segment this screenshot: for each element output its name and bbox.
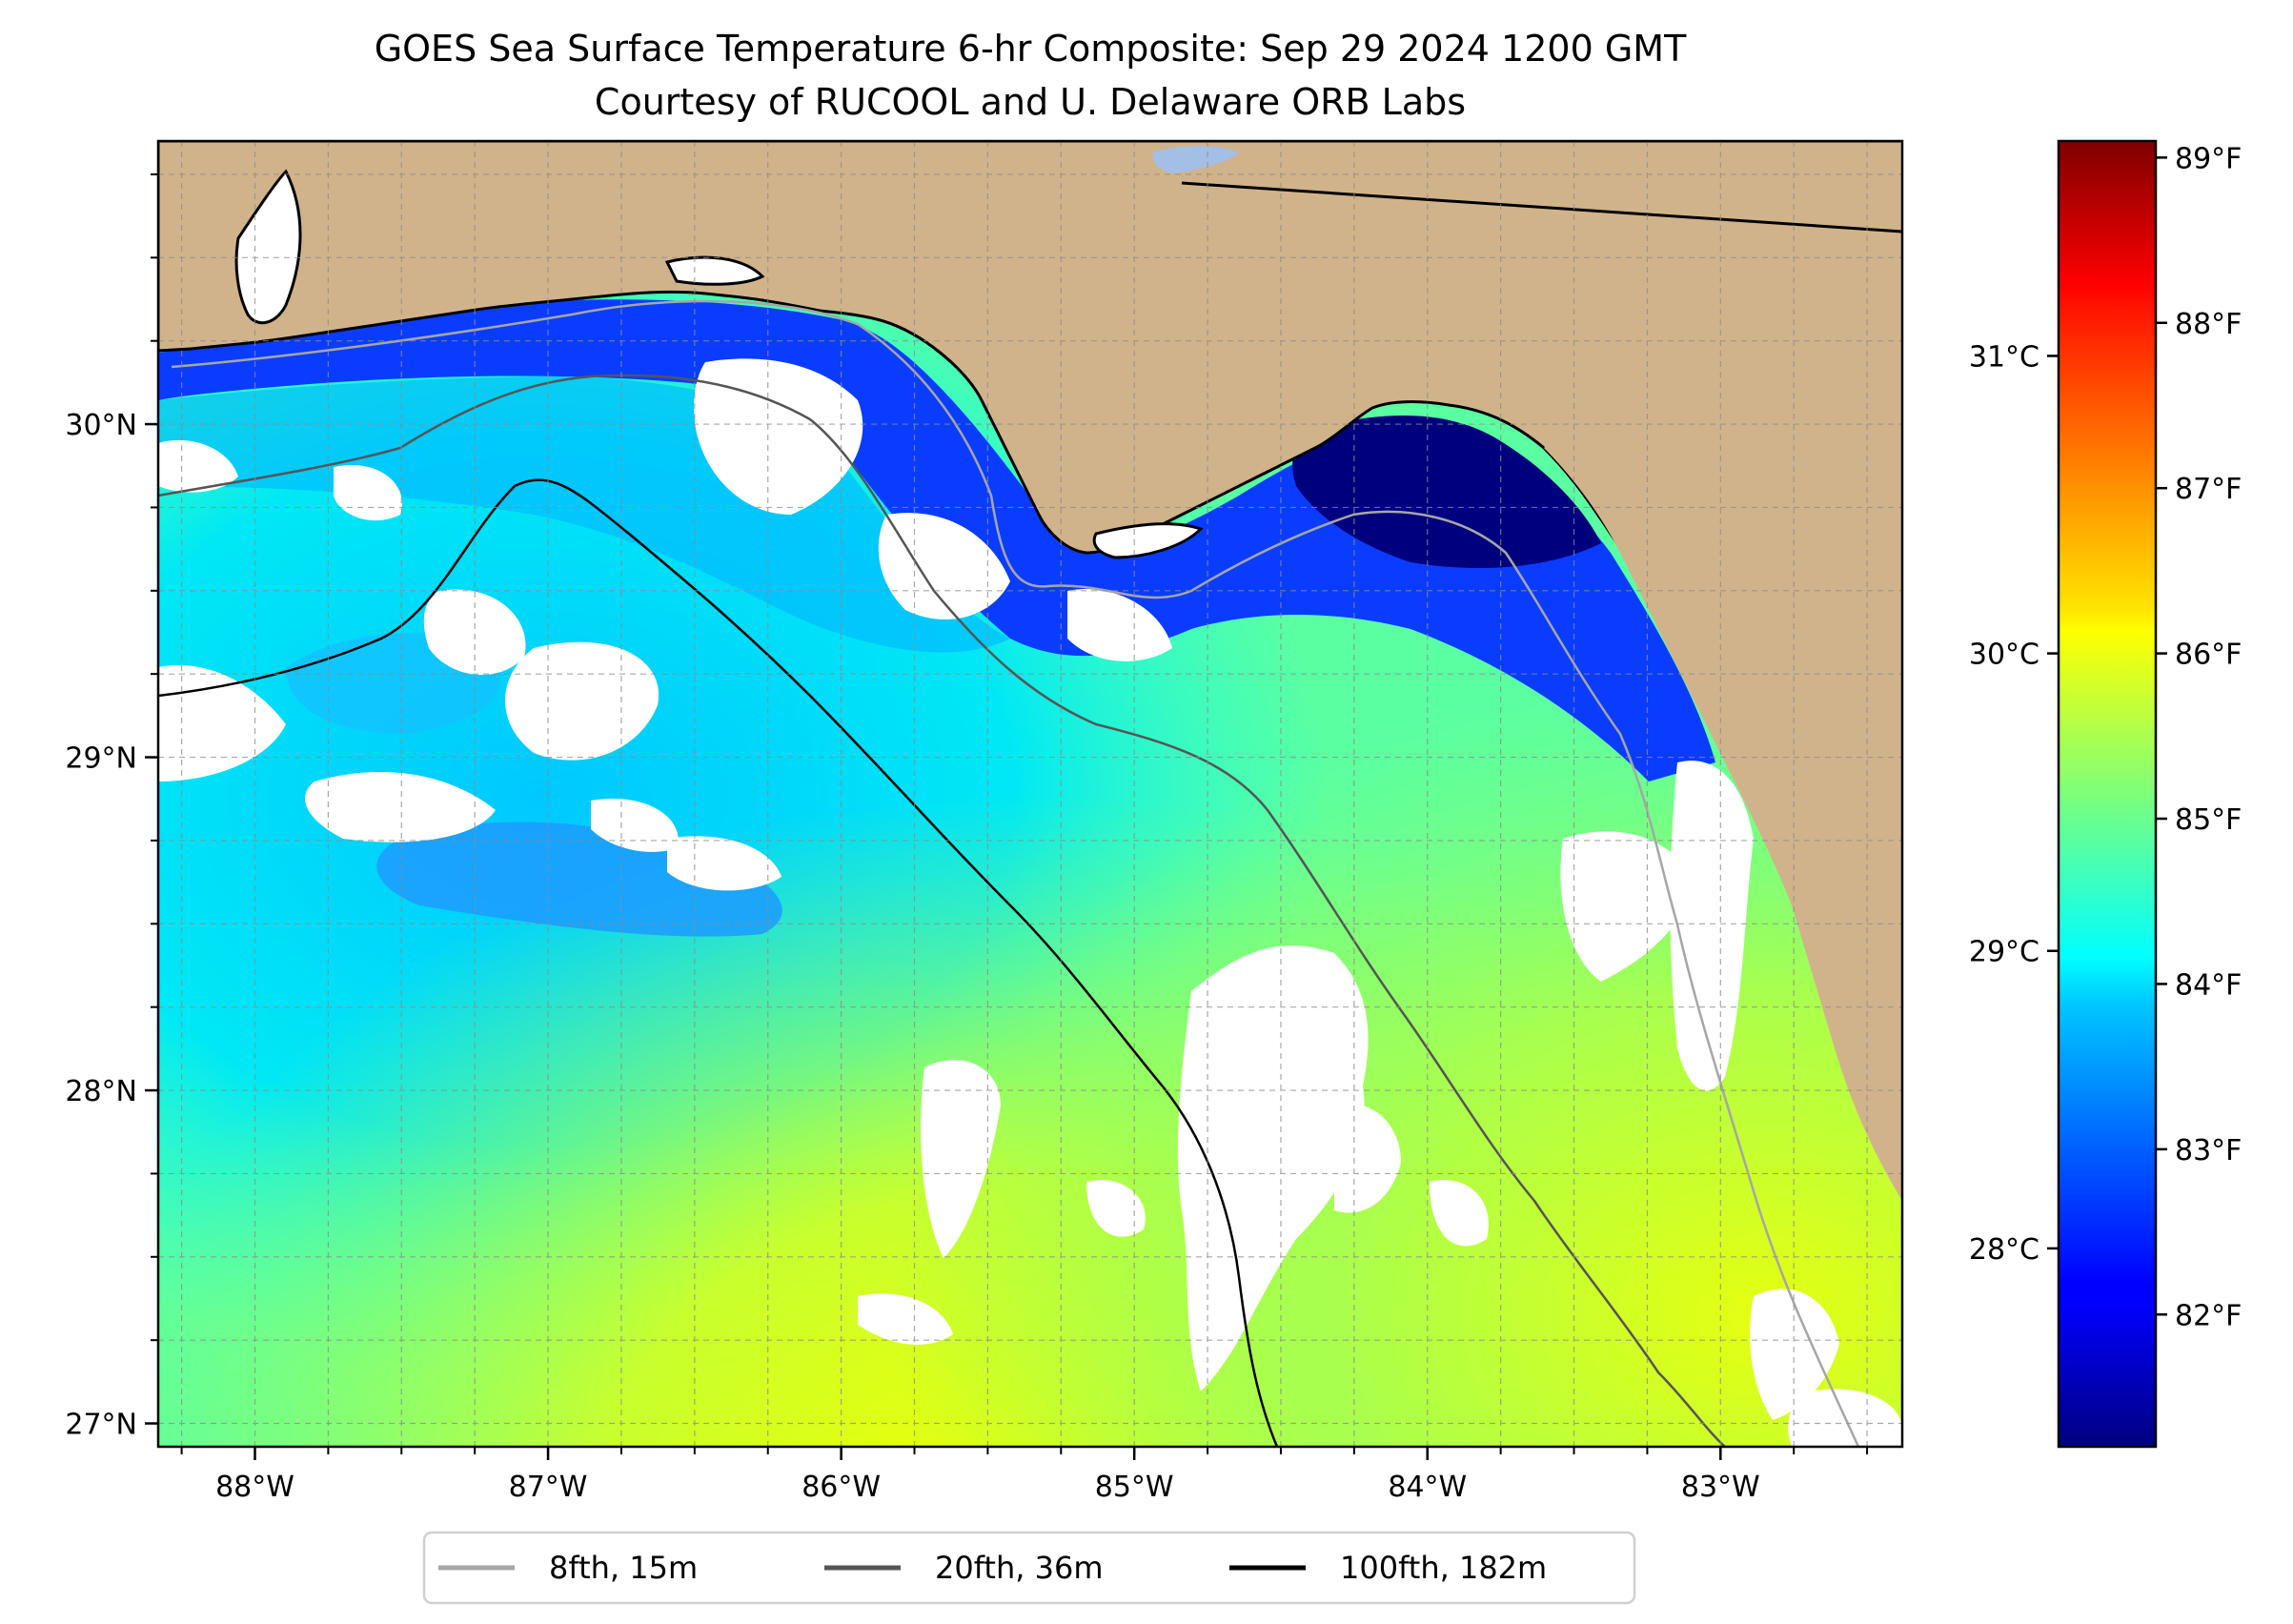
no-data-areas (158, 358, 1902, 1447)
cbar-f-label: 88°F (2175, 308, 2242, 341)
bay-water (1092, 522, 1204, 559)
cbar-c-label: 31°C (1969, 340, 2039, 374)
sst-deep-cold-zone (1292, 416, 1601, 568)
bay-water (664, 255, 765, 286)
legend-frame (422, 1531, 1636, 1605)
lon-tick-label: 85°W (1095, 1471, 1174, 1504)
state-boundary (1181, 181, 1902, 233)
lake-water (1152, 146, 1239, 173)
lon-tick-label: 88°W (215, 1471, 294, 1504)
lon-tick-label: 83°W (1681, 1471, 1760, 1504)
map-title-line-1: GOES Sea Surface Temperature 6-hr Compos… (375, 28, 1687, 70)
cbar-f-label: 89°F (2175, 142, 2242, 175)
isobath-legend: 8fth, 15m 20fth, 36m 100fth, 182m (422, 1531, 1636, 1605)
land-mass-big-bend (1544, 141, 1902, 1201)
lon-tick-label: 84°W (1388, 1471, 1467, 1504)
lat-tick-label: 30°N (65, 409, 137, 442)
longitude-axis: 88°W 87°W 86°W 85°W 84°W 83°W (180, 1447, 1869, 1504)
cbar-f-label: 84°F (2175, 968, 2242, 1002)
cbar-f-label: 83°F (2175, 1134, 2242, 1167)
map-gridlines (158, 141, 1902, 1447)
cbar-c-label: 29°C (1969, 936, 2039, 969)
lat-tick-label: 29°N (65, 742, 137, 776)
lat-tick-label: 27°N (65, 1409, 137, 1442)
cbar-c-label: 30°C (1969, 639, 2039, 672)
colorbar-gradient (2057, 139, 2158, 1449)
legend-label: 100fth, 182m (1340, 1550, 1547, 1586)
cbar-c-label: 28°C (1969, 1233, 2039, 1267)
bay-water (234, 169, 302, 325)
isobath-100fth-line (158, 478, 1279, 1447)
legend-label: 20fth, 36m (935, 1550, 1103, 1586)
lon-tick-label: 87°W (509, 1471, 588, 1504)
map-frame (156, 139, 1904, 1449)
colorbar-fahrenheit-axis: 82°F 83°F 84°F 85°F 86°F 87°F 88°F 89°F (2156, 142, 2242, 1332)
cbar-f-label: 82°F (2175, 1299, 2242, 1332)
colorbar-celsius-axis: 28°C 29°C 30°C 31°C (1969, 340, 2059, 1267)
isobath-8fth-line (171, 299, 1860, 1447)
lon-tick-label: 86°W (802, 1471, 881, 1504)
legend-label: 8fth, 15m (549, 1550, 698, 1586)
map-panel (158, 141, 1902, 1447)
cbar-f-label: 86°F (2175, 639, 2242, 672)
isobath-20fth-line (158, 374, 1726, 1447)
latitude-axis: 27°N 28°N 29°N 30°N (65, 173, 158, 1442)
cbar-f-label: 87°F (2175, 473, 2242, 506)
cbar-f-label: 85°F (2175, 803, 2242, 837)
lat-tick-label: 28°N (65, 1075, 137, 1108)
colorbar: 82°F 83°F 84°F 85°F 86°F 87°F 88°F 89°F 28°C 29°… (1969, 139, 2242, 1449)
map-title-line-2: Courtesy of RUCOOL and U. Delaware ORB L… (595, 81, 1466, 123)
